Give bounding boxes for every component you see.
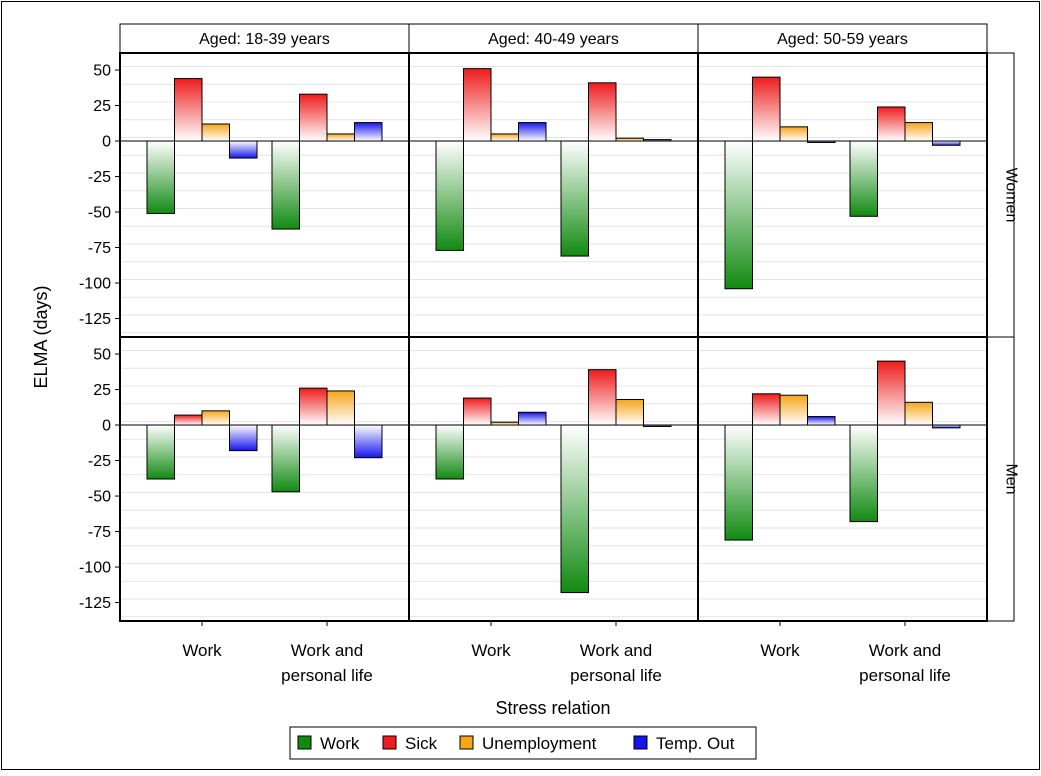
bar-unemployment [615, 137, 644, 142]
bar-unemployment [779, 394, 808, 426]
bar-temp-out [354, 424, 383, 459]
x-tick-label: Work [471, 641, 511, 660]
col-header-strip [697, 23, 988, 54]
y-tick-label: 0 [102, 418, 111, 435]
y-tick-label: -50 [88, 205, 111, 222]
bar-temp-out [229, 424, 258, 452]
bar-unemployment [326, 390, 355, 426]
bar-unemployment [201, 410, 230, 426]
bar-sick [877, 360, 906, 426]
bar-work [560, 424, 589, 594]
x-tick-label: Work and [869, 641, 941, 660]
x-axis-title: Stress relation [495, 698, 610, 718]
bar-work [435, 424, 464, 480]
bar-unemployment [615, 398, 644, 426]
row-header-label: Men [1003, 463, 1020, 494]
bar-sick [463, 397, 492, 426]
bar-temp-out [643, 139, 672, 142]
y-tick-label: -25 [88, 169, 111, 186]
legend-label: Sick [405, 734, 438, 753]
legend: Work Sick Unemployment Temp. Out [289, 726, 757, 760]
bar-work [724, 140, 753, 290]
y-tick-label: -100 [79, 276, 111, 293]
y-tick-label: -75 [88, 240, 111, 257]
bar-sick [174, 78, 203, 142]
bar-unemployment [490, 133, 519, 142]
y-tick-label: -25 [88, 453, 111, 470]
y-tick-label: 25 [93, 382, 111, 399]
y-tick-label: 50 [93, 347, 111, 364]
y-axis-title: ELMA (days) [31, 285, 51, 388]
bar-sick [299, 387, 328, 426]
bar-unemployment [904, 122, 933, 142]
x-tick-label: Work and [580, 641, 652, 660]
legend-swatch [297, 735, 312, 750]
bar-work [724, 424, 753, 541]
y-tick-label: 25 [93, 98, 111, 115]
bar-temp-out [932, 140, 961, 146]
x-tick-label: personal life [859, 666, 951, 685]
bar-unemployment [201, 123, 230, 142]
bar-work [849, 424, 878, 523]
legend-swatch [382, 735, 397, 750]
bar-sick [588, 82, 617, 142]
legend-swatch [633, 735, 648, 750]
bar-temp-out [807, 140, 836, 143]
bar-temp-out [807, 416, 836, 426]
bar-sick [877, 106, 906, 142]
y-tick-label: -100 [79, 560, 111, 577]
y-tick-label: -75 [88, 524, 111, 541]
legend-swatch [459, 735, 474, 750]
bar-sick [463, 68, 492, 142]
bar-sick [752, 76, 781, 142]
bar-temp-out [518, 411, 547, 426]
bar-temp-out [518, 122, 547, 142]
col-header-label: Aged: 50-59 years [777, 31, 908, 48]
bar-work [849, 140, 878, 217]
x-tick-label: Work [182, 641, 222, 660]
legend-box [289, 726, 757, 760]
bar-temp-out [932, 424, 961, 429]
legend-label: Work [320, 734, 360, 753]
bar-unemployment [326, 133, 355, 142]
bar-sick [299, 93, 328, 142]
bar-sick [752, 393, 781, 426]
x-tick-label: personal life [281, 666, 373, 685]
row-header-label: Women [1003, 168, 1020, 223]
bar-work [560, 140, 589, 257]
panel-border [697, 336, 988, 622]
bar-sick [588, 369, 617, 426]
y-tick-label: 50 [93, 63, 111, 80]
bar-unemployment [904, 401, 933, 426]
bar-unemployment [490, 421, 519, 426]
bar-temp-out [643, 424, 672, 427]
col-header-label: Aged: 40-49 years [488, 31, 619, 48]
col-header-label: Aged: 18-39 years [199, 31, 330, 48]
bar-temp-out [354, 122, 383, 142]
legend-label: Unemployment [482, 734, 597, 753]
bar-work [271, 140, 300, 230]
bar-work [435, 140, 464, 251]
bar-work [271, 424, 300, 493]
bar-unemployment [779, 126, 808, 142]
col-header-strip [408, 23, 699, 54]
col-header-strip [119, 23, 410, 54]
y-tick-label: -50 [88, 489, 111, 506]
x-tick-label: personal life [570, 666, 662, 685]
bar-temp-out [229, 140, 258, 159]
y-tick-label: 0 [102, 134, 111, 151]
bar-work [146, 140, 175, 214]
x-tick-label: Work and [291, 641, 363, 660]
y-tick-label: -125 [79, 311, 111, 328]
bar-sick [174, 414, 203, 426]
legend-label: Temp. Out [656, 734, 735, 753]
y-tick-label: -125 [79, 595, 111, 612]
x-tick-label: Work [760, 641, 800, 660]
bar-work [146, 424, 175, 480]
